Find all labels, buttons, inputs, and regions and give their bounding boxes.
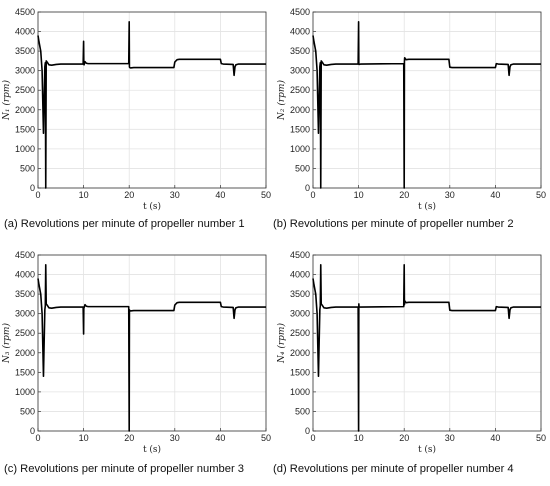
y-tick-label: 4000 xyxy=(290,270,310,280)
y-tick-label: 2000 xyxy=(15,348,35,358)
chart-caption-c: (c) Revolutions per minute of propeller … xyxy=(4,463,245,475)
y-tick-label: 4500 xyxy=(290,250,310,260)
x-tick-label: 40 xyxy=(490,190,500,200)
y-tick-label: 2000 xyxy=(15,105,35,115)
y-tick-label: 3000 xyxy=(15,309,35,319)
rpm-series-line xyxy=(37,20,266,189)
y-tick-label: 0 xyxy=(30,426,35,436)
x-axis-label: t (s) xyxy=(143,201,161,212)
y-tick-label: 500 xyxy=(20,406,35,416)
y-tick-label: 2500 xyxy=(290,328,310,338)
plot-frame xyxy=(37,254,267,432)
plot-frame xyxy=(312,11,542,189)
x-tick-label: 40 xyxy=(215,433,225,443)
y-tick-label: 3500 xyxy=(15,46,35,56)
chart-caption-b: (b) Revolutions per minute of propeller … xyxy=(273,218,514,230)
y-axis-label: N₃ (rpm) xyxy=(1,323,12,364)
x-tick-label: 30 xyxy=(170,190,180,200)
y-tick-label: 3500 xyxy=(290,46,310,56)
x-tick-label: 10 xyxy=(79,190,89,200)
x-tick-label: 20 xyxy=(124,190,134,200)
x-tick-label: 30 xyxy=(170,433,180,443)
chart-c: 0 500 1000 1500 2000 2500 3000 3500 4000 4500 0 10 2… xyxy=(1,250,271,455)
y-tick-label: 0 xyxy=(305,426,310,436)
y-tick-label: 0 xyxy=(30,183,35,193)
chart-b: 0 500 1000 1500 2000 2500 3000 3500 4000 4500 0 10 2… xyxy=(276,7,546,212)
y-tick-label: 2500 xyxy=(290,85,310,95)
chart-panel-d: 0 500 1000 1500 2000 2500 3000 3500 4000 4500 0 10 2… xyxy=(273,243,550,486)
y-tick-label: 500 xyxy=(295,163,310,173)
rpm-series-line xyxy=(37,263,266,432)
y-tick-label: 4000 xyxy=(15,27,35,37)
y-tick-label: 1000 xyxy=(290,387,310,397)
y-axis-label: N₂ (rpm) xyxy=(276,80,287,121)
x-tick-label: 20 xyxy=(124,433,134,443)
chart-panel-c: 0 500 1000 1500 2000 2500 3000 3500 4000 4500 0 10 2… xyxy=(0,243,275,486)
x-tick-label: 50 xyxy=(536,190,546,200)
chart-caption-a: (a) Revolutions per minute of propeller … xyxy=(4,218,245,230)
chart-a: 0 500 1000 1500 2000 2500 3000 3500 4000 4500 0 10 2… xyxy=(1,7,271,212)
x-tick-label: 30 xyxy=(445,190,455,200)
x-tick-label: 20 xyxy=(399,433,409,443)
y-tick-label: 2000 xyxy=(290,348,310,358)
y-tick-label: 500 xyxy=(20,163,35,173)
x-tick-label: 0 xyxy=(35,433,40,443)
chart-panel-b: 0 500 1000 1500 2000 2500 3000 3500 4000 4500 0 10 2… xyxy=(273,0,550,243)
y-tick-label: 4000 xyxy=(290,27,310,37)
x-tick-label: 40 xyxy=(215,190,225,200)
chart-d: 0 500 1000 1500 2000 2500 3000 3500 4000 4500 0 10 2… xyxy=(276,250,546,455)
y-tick-label: 4500 xyxy=(290,7,310,17)
y-tick-label: 0 xyxy=(305,183,310,193)
y-tick-label: 3500 xyxy=(290,289,310,299)
y-tick-label: 1000 xyxy=(15,144,35,154)
x-axis-label: t (s) xyxy=(143,444,161,455)
x-tick-label: 0 xyxy=(310,433,315,443)
chart-panel-a: 0 500 1000 1500 2000 2500 3000 3500 4000 4500 0 10 2… xyxy=(0,0,275,243)
y-tick-label: 2500 xyxy=(15,85,35,95)
x-axis-label: t (s) xyxy=(418,201,436,212)
x-tick-label: 0 xyxy=(310,190,315,200)
y-tick-label: 4500 xyxy=(15,250,35,260)
rpm-series-line xyxy=(312,263,541,432)
y-axis-label: N₁ (rpm) xyxy=(1,80,12,121)
chart-caption-d: (d) Revolutions per minute of propeller … xyxy=(273,463,514,475)
y-tick-label: 500 xyxy=(295,406,310,416)
x-tick-label: 30 xyxy=(445,433,455,443)
y-tick-label: 1000 xyxy=(290,144,310,154)
y-tick-label: 2000 xyxy=(290,105,310,115)
y-tick-label: 3500 xyxy=(15,289,35,299)
x-tick-label: 10 xyxy=(354,190,364,200)
x-tick-label: 0 xyxy=(35,190,40,200)
y-tick-label: 3000 xyxy=(290,66,310,76)
x-tick-label: 40 xyxy=(490,433,500,443)
y-tick-label: 1500 xyxy=(290,367,310,377)
y-tick-label: 1500 xyxy=(290,124,310,134)
x-tick-label: 50 xyxy=(261,433,271,443)
x-axis-label: t (s) xyxy=(418,444,436,455)
plot-frame xyxy=(37,11,267,189)
y-tick-label: 2500 xyxy=(15,328,35,338)
y-tick-label: 3000 xyxy=(290,309,310,319)
y-tick-label: 4500 xyxy=(15,7,35,17)
y-tick-label: 1500 xyxy=(15,367,35,377)
plot-frame xyxy=(312,254,542,432)
x-tick-label: 50 xyxy=(536,433,546,443)
rpm-series-line xyxy=(312,20,541,189)
y-tick-label: 4000 xyxy=(15,270,35,280)
y-tick-label: 3000 xyxy=(15,66,35,76)
y-tick-label: 1000 xyxy=(15,387,35,397)
y-tick-label: 1500 xyxy=(15,124,35,134)
x-tick-label: 10 xyxy=(79,433,89,443)
x-tick-label: 20 xyxy=(399,190,409,200)
x-tick-label: 10 xyxy=(354,433,364,443)
y-axis-label: N₄ (rpm) xyxy=(276,323,287,364)
x-tick-label: 50 xyxy=(261,190,271,200)
